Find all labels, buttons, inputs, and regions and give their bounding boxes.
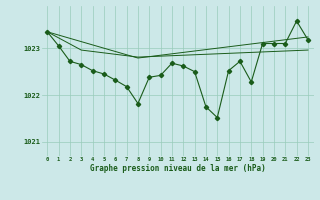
X-axis label: Graphe pression niveau de la mer (hPa): Graphe pression niveau de la mer (hPa): [90, 164, 266, 173]
